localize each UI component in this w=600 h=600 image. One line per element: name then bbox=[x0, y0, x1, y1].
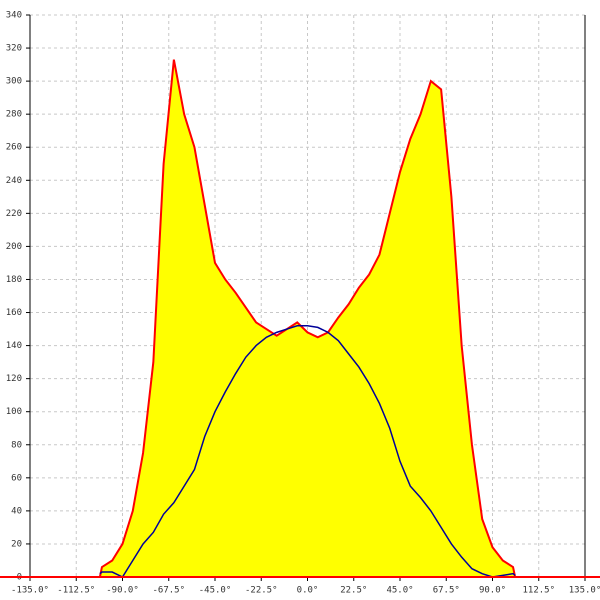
x-tick-label: -67.5° bbox=[152, 586, 185, 596]
y-tick-label: 320 bbox=[6, 44, 22, 54]
y-tick-label: 200 bbox=[6, 242, 22, 252]
line bbox=[98, 59, 517, 578]
x-tick-label: -135.0° bbox=[11, 586, 49, 596]
y-tick-label: 40 bbox=[11, 506, 22, 516]
x-tick-label: -112.5° bbox=[57, 586, 95, 596]
x-tick-label: 67.5° bbox=[433, 586, 460, 596]
y-tick-label: 180 bbox=[6, 275, 22, 285]
line bbox=[99, 325, 516, 578]
x-tick-label: 90.0° bbox=[479, 586, 506, 596]
y-tick-label: 240 bbox=[6, 176, 22, 186]
x-tick-label: 112.5° bbox=[522, 586, 555, 596]
x-tick-label: 135.0° bbox=[569, 586, 600, 596]
y-tick-label: 260 bbox=[6, 143, 22, 153]
x-tick-label: -90.0° bbox=[106, 586, 139, 596]
x-tick-label: 0.0° bbox=[297, 586, 319, 596]
y-tick-label: 340 bbox=[6, 11, 22, 21]
y-tick-label: 300 bbox=[6, 77, 22, 87]
y-tick-label: 100 bbox=[6, 407, 22, 417]
y-tick-label: 280 bbox=[6, 110, 22, 120]
x-tick-label: -22.5° bbox=[245, 586, 278, 596]
y-tick-label: 80 bbox=[11, 440, 22, 450]
y-tick-label: 20 bbox=[11, 539, 22, 549]
x-tick-label: 45.0° bbox=[386, 586, 413, 596]
x-tick-label: -45.0° bbox=[199, 586, 232, 596]
y-tick-label: 220 bbox=[6, 209, 22, 219]
x-tick-label: 22.5° bbox=[340, 586, 367, 596]
y-tick-label: 140 bbox=[6, 341, 22, 351]
y-tick-label: 60 bbox=[11, 473, 22, 483]
y-tick-label: 120 bbox=[6, 374, 22, 384]
area bbox=[99, 59, 516, 578]
y-tick-label: 160 bbox=[6, 308, 22, 318]
